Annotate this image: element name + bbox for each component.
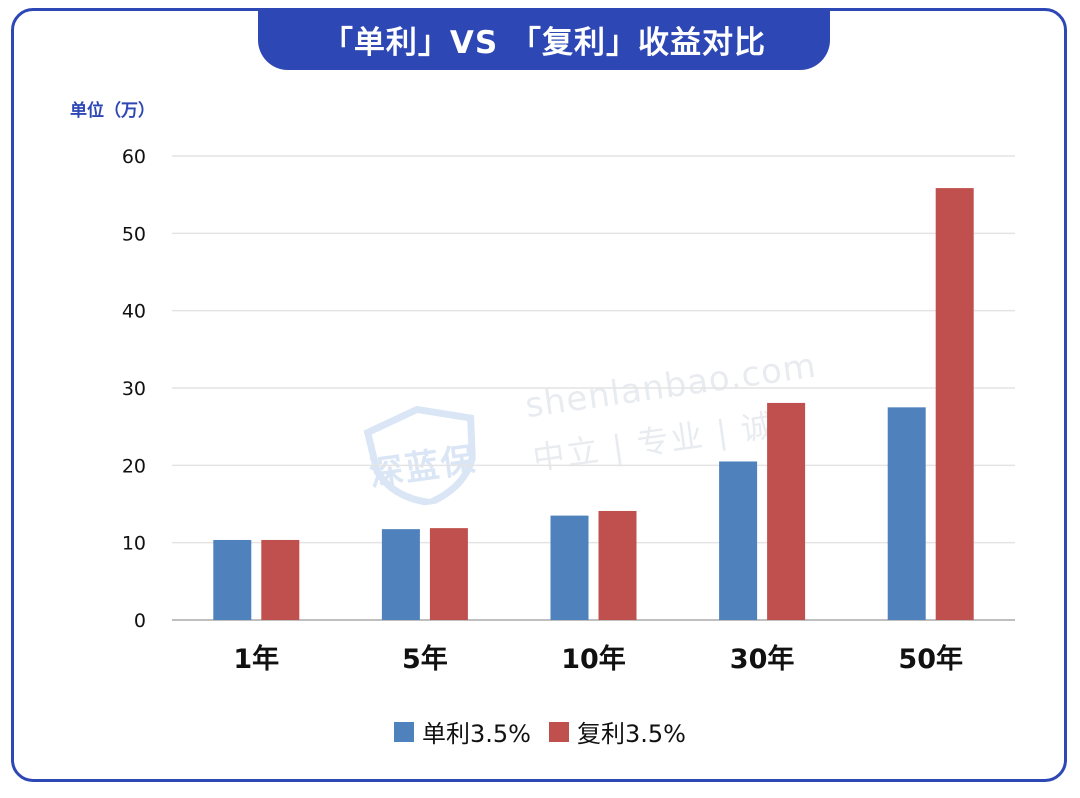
bar-simple-4 [887, 407, 926, 620]
y-tick-label: 40 [122, 301, 146, 323]
x-tick-label: 50年 [898, 643, 963, 675]
y-tick-label: 0 [134, 610, 146, 632]
legend: 单利3.5% 复利3.5% [0, 714, 1080, 749]
y-tick-label: 20 [122, 455, 146, 477]
legend-swatch-compound [549, 721, 569, 742]
legend-swatch-simple [394, 721, 415, 742]
shield-icon [363, 405, 476, 507]
y-axis-unit-label: 单位（万） [70, 101, 155, 121]
x-tick-label: 30年 [730, 643, 795, 675]
legend-item-simple: 单利3.5% [394, 714, 531, 749]
legend-label-simple: 单利3.5% [422, 720, 531, 748]
chart-title: 「单利」VS 「复利」收益对比 [321, 24, 767, 61]
bar-compound-4 [935, 188, 974, 621]
x-tick-label: 10年 [561, 643, 626, 675]
x-tick-labels: 1年 5年 10年 30年 50年 [233, 643, 963, 675]
bar-compound-1 [429, 528, 468, 620]
y-tick-label: 50 [122, 223, 146, 245]
legend-label-compound: 复利3.5% [577, 720, 686, 748]
gridlines [172, 155, 1015, 621]
bar-simple-0 [213, 539, 252, 620]
y-tick-label: 60 [122, 146, 146, 168]
bars [213, 188, 974, 621]
watermark: 深蓝保 shenlanbao.com 中立 | 专业 | 诚信 [355, 336, 829, 529]
title-banner: 「单利」VS 「复利」收益对比 [258, 8, 830, 70]
y-tick-label: 10 [122, 533, 146, 555]
bar-compound-2 [598, 510, 637, 620]
bar-simple-2 [550, 515, 589, 620]
x-tick-label: 5年 [402, 643, 448, 675]
x-tick-label: 1年 [233, 643, 279, 675]
y-tick-labels: 0 10 20 30 40 50 60 [122, 146, 146, 632]
bar-compound-0 [261, 539, 300, 620]
bar-simple-3 [719, 461, 758, 620]
y-tick-label: 30 [122, 378, 146, 400]
legend-item-compound: 复利3.5% [549, 714, 686, 749]
bar-simple-1 [381, 529, 420, 620]
bar-compound-3 [767, 402, 806, 620]
